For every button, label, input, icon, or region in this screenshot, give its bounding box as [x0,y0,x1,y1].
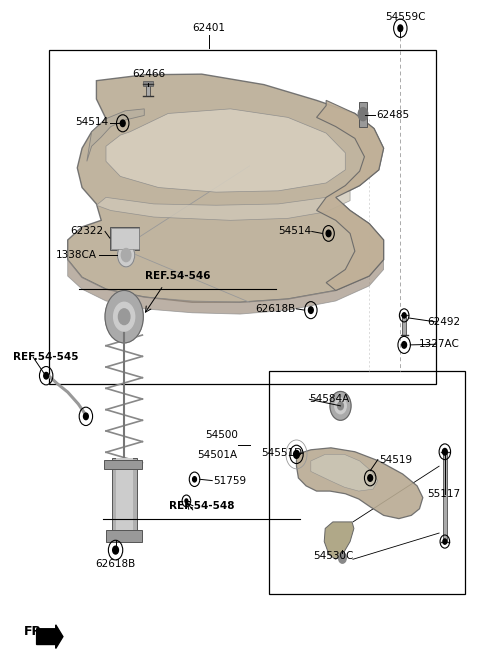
Text: 62322: 62322 [71,227,104,237]
Polygon shape [106,109,345,192]
Text: 62618B: 62618B [96,559,136,569]
Text: 54551D: 54551D [261,448,302,458]
Polygon shape [87,109,144,162]
Polygon shape [36,625,63,648]
Bar [403,315,406,335]
Circle shape [113,546,119,554]
Polygon shape [96,191,350,220]
Text: REF.54-546: REF.54-546 [145,271,211,281]
Circle shape [185,499,188,503]
Circle shape [335,398,346,414]
Text: 62618B: 62618B [255,304,295,314]
Text: 62485: 62485 [376,110,409,120]
Circle shape [309,307,313,313]
Circle shape [119,309,130,325]
Bar [48,50,436,384]
Circle shape [443,539,447,544]
Bar [112,458,137,533]
Text: 62466: 62466 [132,70,166,79]
Bar [110,227,140,250]
Polygon shape [297,448,423,518]
Text: REF.54-545: REF.54-545 [12,352,78,363]
Text: REF.54-548: REF.54-548 [169,501,234,510]
Text: 54514: 54514 [279,227,312,237]
Circle shape [105,290,144,343]
Circle shape [443,449,447,455]
Circle shape [118,243,135,267]
Text: 54584A: 54584A [310,394,349,404]
Circle shape [294,451,300,459]
Bar [106,530,142,541]
Text: 1338CA: 1338CA [55,250,96,260]
Polygon shape [311,455,378,491]
Circle shape [337,402,343,410]
Bar [146,84,151,96]
Circle shape [44,373,48,379]
Text: 55117: 55117 [427,489,460,499]
Circle shape [402,342,407,348]
Text: 54530C: 54530C [313,551,353,562]
Polygon shape [324,522,354,559]
Bar [111,228,139,248]
Bar [144,81,153,86]
Bar [269,371,465,594]
Bar [104,460,142,470]
Polygon shape [317,101,384,290]
Text: 1327AC: 1327AC [420,339,460,350]
Text: FR.: FR. [24,625,47,638]
Circle shape [121,248,131,261]
Text: 54514: 54514 [75,117,108,127]
Circle shape [114,302,135,331]
Text: 54501A: 54501A [197,450,238,460]
Circle shape [358,108,368,121]
Circle shape [330,392,351,420]
Circle shape [368,475,372,482]
Bar [359,102,367,127]
Circle shape [326,230,331,237]
Bar [443,452,447,541]
Text: 62401: 62401 [192,24,226,34]
Circle shape [398,25,403,32]
Text: 62492: 62492 [427,317,460,327]
Circle shape [402,313,406,318]
Text: 51759: 51759 [214,476,247,486]
Circle shape [338,553,346,563]
Text: 54519: 54519 [379,455,412,464]
Circle shape [192,477,196,482]
Text: 54500: 54500 [205,430,238,440]
Text: 54559C: 54559C [385,12,425,22]
Bar [116,458,133,533]
Circle shape [84,413,88,420]
Circle shape [120,120,125,127]
Polygon shape [68,260,384,314]
Polygon shape [68,74,384,302]
